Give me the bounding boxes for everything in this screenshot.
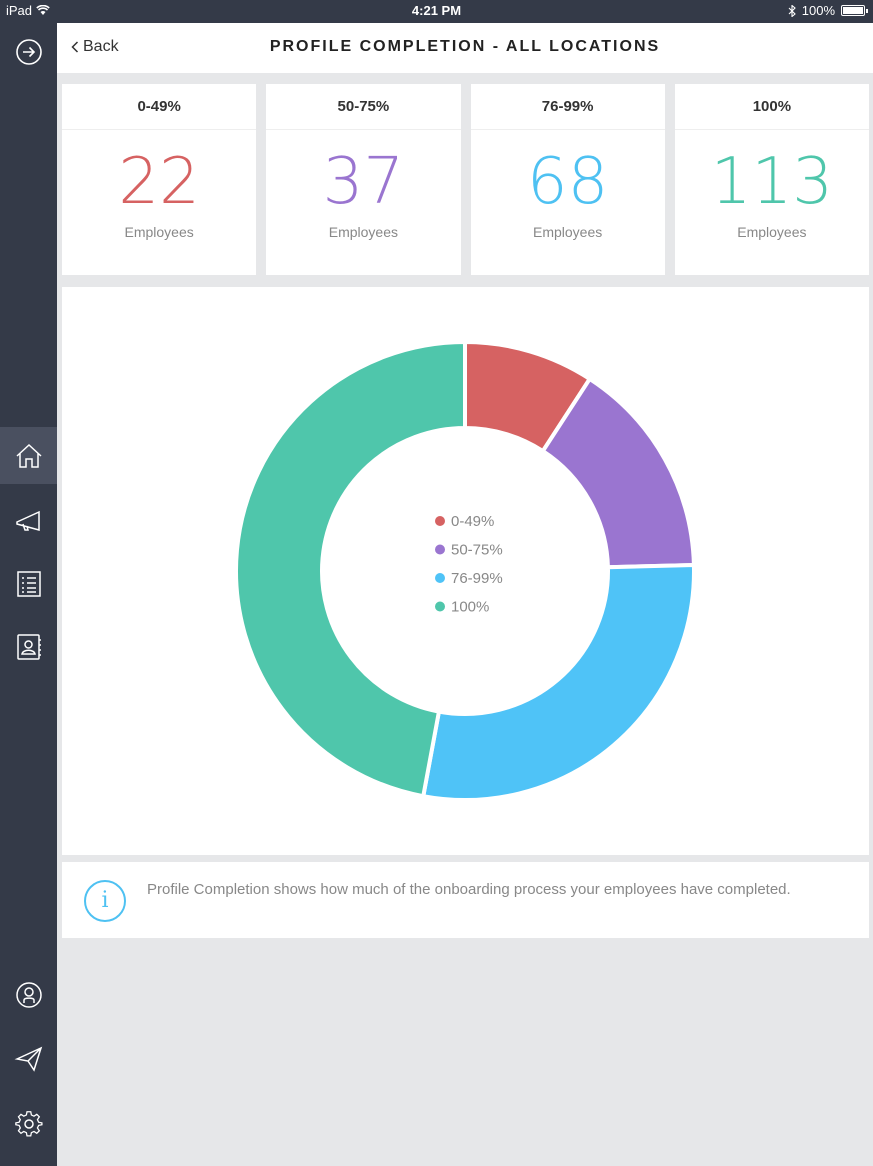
- donut-chart: 0-49% 50-75% 76-99% 100%: [234, 339, 696, 802]
- gear-icon: [14, 1110, 43, 1137]
- sidebar-item-tasks[interactable]: [0, 555, 57, 612]
- bluetooth-icon: [788, 4, 796, 17]
- sidebar-item-settings[interactable]: [0, 1095, 57, 1152]
- device-label: iPad: [6, 3, 33, 18]
- clock: 4:21 PM: [411, 3, 462, 18]
- wifi-icon: [36, 5, 50, 15]
- info-panel: i Profile Completion shows how much of t…: [62, 862, 869, 938]
- card-unit: Employees: [737, 224, 807, 240]
- info-icon: i: [84, 880, 126, 922]
- back-label: Back: [83, 38, 119, 55]
- battery-percent: 100%: [801, 3, 835, 18]
- sidebar-item-directory[interactable]: [0, 618, 57, 675]
- status-bar: iPad 4:21 PM 100%: [0, 0, 873, 23]
- card-count: 113: [710, 145, 833, 219]
- legend-label: 76-99%: [451, 570, 503, 587]
- status-left: iPad: [6, 3, 50, 18]
- card-range: 76-99%: [470, 84, 665, 130]
- page-title: PROFILE COMPLETION - ALL LOCATIONS: [269, 38, 661, 55]
- donut-slice-76-99[interactable]: [420, 562, 696, 802]
- checklist-icon: [16, 570, 41, 597]
- card-count: 22: [118, 145, 200, 219]
- sidebar-item-home[interactable]: [0, 427, 57, 484]
- chart-panel: 0-49% 50-75% 76-99% 100%: [62, 287, 869, 855]
- summary-card-50-75[interactable]: 50-75% 37 Employees: [266, 84, 461, 275]
- summary-card-76-99[interactable]: 76-99% 68 Employees: [470, 84, 665, 275]
- status-right: 100%: [788, 3, 868, 18]
- legend-swatch: [435, 516, 445, 526]
- card-unit: Employees: [328, 224, 398, 240]
- arrow-right-circle-icon: [15, 38, 42, 65]
- summary-card-0-49[interactable]: 0-49% 22 Employees: [62, 84, 257, 275]
- legend-label: 100%: [451, 599, 489, 616]
- battery-icon: [841, 5, 868, 16]
- card-count: 37: [322, 145, 405, 219]
- legend-item: 0-49%: [435, 513, 494, 530]
- legend-item: 76-99%: [435, 570, 503, 587]
- paper-plane-icon: [14, 1046, 42, 1072]
- donut-slice-100[interactable]: [234, 339, 467, 799]
- chevron-left-icon: [71, 41, 79, 53]
- sidebar-collapse-button[interactable]: [0, 23, 57, 80]
- legend-label: 50-75%: [451, 542, 503, 559]
- megaphone-icon: [15, 510, 40, 531]
- legend-item: 100%: [435, 599, 489, 616]
- sidebar: [0, 23, 57, 1166]
- info-text: Profile Completion shows how much of the…: [147, 881, 791, 898]
- legend-swatch: [435, 573, 445, 583]
- back-button[interactable]: Back: [71, 38, 119, 56]
- user-circle-icon: [15, 981, 42, 1008]
- legend-label: 0-49%: [451, 513, 494, 530]
- legend-item: 50-75%: [435, 542, 503, 559]
- sidebar-item-announcements[interactable]: [0, 491, 57, 548]
- card-range: 50-75%: [266, 84, 461, 130]
- summary-card-100[interactable]: 100% 113 Employees: [674, 84, 869, 275]
- card-unit: Employees: [532, 224, 603, 240]
- card-unit: Employees: [124, 224, 194, 240]
- navigation-bar: Back PROFILE COMPLETION - ALL LOCATIONS: [57, 23, 873, 73]
- contact-book-icon: [16, 633, 41, 660]
- card-count: 68: [526, 145, 609, 219]
- legend-swatch: [435, 544, 445, 555]
- sidebar-item-messages[interactable]: [0, 1030, 57, 1087]
- card-range: 0-49%: [62, 84, 257, 130]
- legend-swatch: [435, 601, 445, 612]
- summary-cards: 0-49% 22 Employees 50-75% 37 Employees 7…: [62, 84, 869, 275]
- home-icon: [15, 443, 42, 468]
- sidebar-item-profile[interactable]: [0, 966, 57, 1023]
- card-range: 100%: [674, 84, 869, 130]
